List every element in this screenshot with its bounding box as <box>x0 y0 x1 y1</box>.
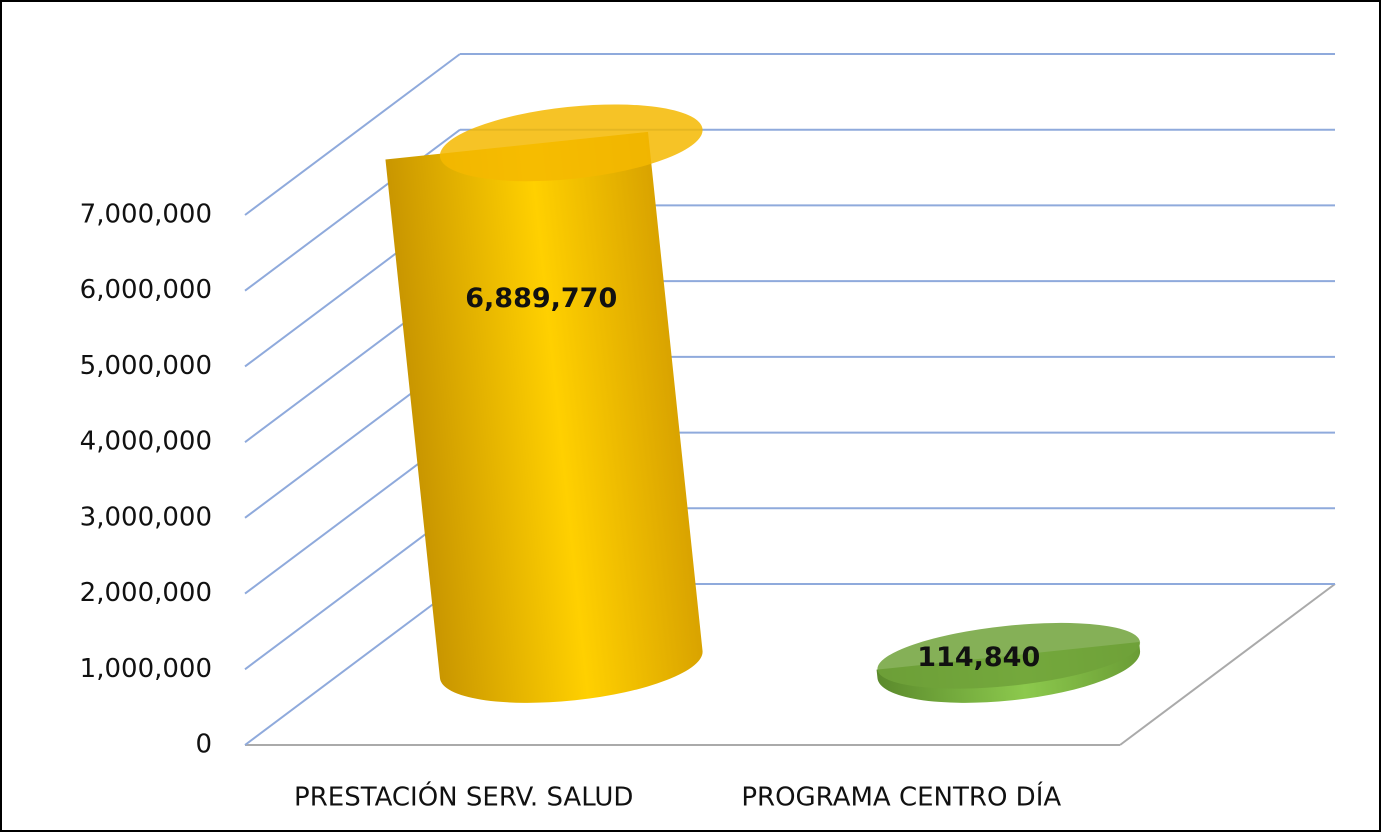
x-tick-label: PRESTACIÓN SERV. SALUD <box>294 781 633 813</box>
value-label: 114,840 <box>917 642 1040 673</box>
y-tick-label: 2,000,000 <box>80 578 212 608</box>
y-tick-label: 3,000,000 <box>80 502 212 532</box>
y-tick-label: 0 <box>195 730 212 760</box>
x-tick-label: PROGRAMA CENTRO DÍA <box>741 781 1061 813</box>
y-tick-label: 1,000,000 <box>80 654 212 684</box>
chart: 0 1,000,000 2,000,000 3,000,000 4,000,000 5,0… <box>0 0 1381 832</box>
value-label: 6,889,770 <box>465 283 617 314</box>
y-tick-label: 4,000,000 <box>80 427 212 457</box>
y-tick-label: 7,000,000 <box>80 200 212 230</box>
y-tick-label: 5,000,000 <box>80 351 212 381</box>
y-tick-label: 6,000,000 <box>80 275 212 305</box>
